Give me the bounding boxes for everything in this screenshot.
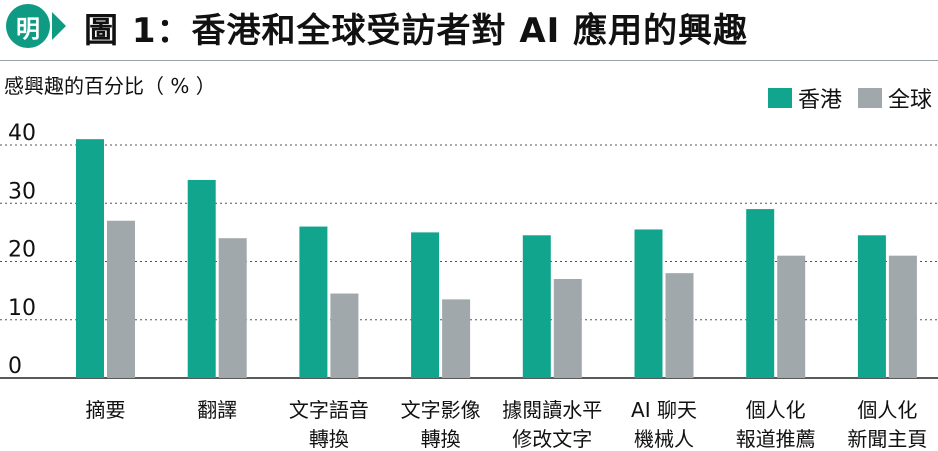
y-axis-label: 感興趣的百分比（ % ） [4,74,216,98]
y-tick-label: 40 [8,121,36,146]
legend-label-global: 全球 [887,88,932,113]
bar-global [218,238,247,378]
legend-swatch-global [857,88,882,108]
bar-hk [746,209,775,378]
category-label: 文字語音 [289,398,369,422]
legend-label-hk: 香港 [797,88,842,113]
ming-pao-badge: 明 [6,4,50,48]
bar-hk [411,232,440,378]
badge-arrow-icon [52,12,66,40]
category-label: 據閱讀水平 [502,398,602,422]
chart-title: 圖 1：香港和全球受訪者對 AI 應用的興趣 [84,11,749,51]
bar-hk [634,229,663,378]
y-tick-label: 30 [8,179,36,204]
category-label: 修改文字 [512,427,592,451]
legend-item-hk: 香港 [767,82,842,114]
title-divider [0,60,938,61]
bar-global [330,293,359,378]
legend-swatch-hk [767,88,792,108]
bar-hk [299,226,328,378]
y-tick-label: 20 [8,238,36,263]
category-label: 轉換 [309,427,349,451]
y-tick-label: 10 [8,296,36,321]
bar-global [553,278,582,378]
category-label: 摘要 [86,398,126,422]
category-label: 文字影像 [401,398,481,422]
bar-global [107,220,135,378]
category-label: AI 聊天 [631,398,697,422]
category-label: 報道推薦 [736,427,816,451]
bar-global [777,255,806,378]
bar-global [442,299,471,378]
category-label: 機械人 [634,427,694,451]
category-label: 個人化 [746,398,806,422]
bar-hk [522,235,551,378]
bar-global [665,273,694,378]
y-tick-label: 0 [8,354,22,379]
legend-item-global: 全球 [857,82,932,114]
bar-global [888,255,917,378]
category-label: 新聞主頁 [847,427,927,451]
bar-hk [187,179,216,378]
category-label: 轉換 [421,427,461,451]
category-label: 個人化 [857,398,917,422]
bar-hk [857,235,886,378]
category-label: 翻譯 [197,398,237,422]
bar-hk [76,139,104,378]
legend: 香港 全球 [752,82,932,114]
chart-header: 明 圖 1：香港和全球受訪者對 AI 應用的興趣 [0,0,938,58]
